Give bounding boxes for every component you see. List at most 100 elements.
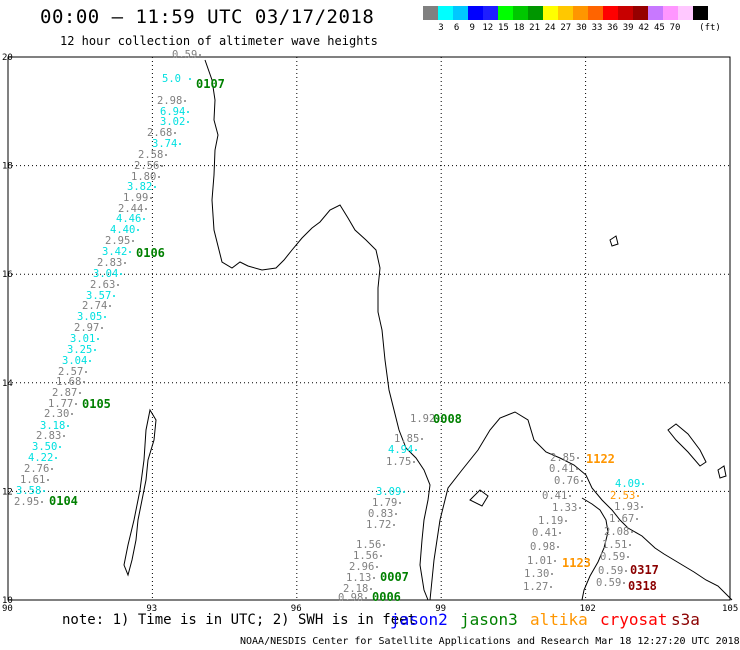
- wave-height-value: 2.83: [97, 257, 123, 269]
- wave-height-value: 2.08: [604, 526, 630, 538]
- wave-height-value: 2.96: [349, 561, 375, 573]
- pass-time-label: 0008: [433, 412, 462, 426]
- legend-swatch: [603, 6, 618, 20]
- legend-swatch: [528, 6, 543, 20]
- legend-label: 30: [575, 23, 587, 33]
- wave-height-value: 1.30: [524, 568, 550, 580]
- track-point: [187, 111, 189, 113]
- track-point: [132, 240, 134, 242]
- wave-height-value: 1.01: [527, 555, 553, 567]
- track-point: [421, 438, 423, 440]
- wave-height-value: 2.74: [82, 300, 108, 312]
- track-point: [55, 457, 57, 459]
- legend-swatch: [483, 6, 498, 20]
- latitude-tick-label: 14: [2, 379, 13, 389]
- wave-height-value: 4.22: [28, 452, 54, 464]
- pass-time-label: 0107: [196, 77, 225, 91]
- latitude-tick-label: 10: [2, 596, 13, 606]
- wave-height-value: 6.94: [160, 106, 186, 118]
- wave-height-value: 1.75: [386, 456, 412, 468]
- legend-swatch: [423, 6, 438, 20]
- track-point: [393, 524, 395, 526]
- wave-height-value: 0.59: [596, 577, 622, 589]
- legend-label: 36: [607, 23, 619, 33]
- track-point: [399, 502, 401, 504]
- latitude-tick-label: 18: [2, 162, 13, 172]
- track-point: [415, 449, 417, 451]
- track-point: [154, 186, 156, 188]
- track-point: [67, 425, 69, 427]
- track-point: [627, 556, 629, 558]
- legend-swatch: [633, 6, 648, 20]
- track-point: [370, 588, 372, 590]
- track-point: [158, 176, 160, 178]
- pass-time-label: 0104: [49, 494, 78, 508]
- wave-height-value: 0.41: [549, 463, 575, 475]
- wave-height-value: 4.46: [116, 213, 142, 225]
- wave-height-value: 0.41: [542, 490, 568, 502]
- legend-label: 70: [669, 23, 681, 33]
- wave-height-value: 2.56: [134, 160, 160, 172]
- legend-swatch: [543, 6, 558, 20]
- track-point: [113, 295, 115, 297]
- track-point: [71, 413, 73, 415]
- track-point: [145, 208, 147, 210]
- track-point: [554, 560, 556, 562]
- wave-height-value: 0.59: [598, 565, 624, 577]
- legend-label: 12: [482, 23, 494, 33]
- wave-height-value: 1.51: [602, 539, 628, 551]
- track-point: [161, 165, 163, 167]
- track-point: [41, 501, 43, 503]
- wave-height-value: 1.85: [394, 433, 420, 445]
- wave-height-value: 3.01: [70, 333, 96, 345]
- track-point: [43, 490, 45, 492]
- track-point: [187, 121, 189, 123]
- track-point: [383, 544, 385, 546]
- wave-height-value: 2.53: [610, 490, 636, 502]
- legend-swatch: [498, 6, 513, 20]
- pass-time-label: 0318: [628, 579, 657, 593]
- wave-height-value: 3.58: [16, 485, 42, 497]
- track-point: [365, 597, 367, 599]
- wave-height-value: 3.57: [86, 290, 112, 302]
- track-point: [569, 495, 571, 497]
- legend-swatch: [693, 6, 708, 20]
- pass-time-label: 0317: [630, 563, 659, 577]
- track-point: [174, 132, 176, 134]
- legend-label: 18: [513, 23, 525, 33]
- wave-height-value: 3.04: [93, 268, 119, 280]
- legend-swatch: [468, 6, 483, 20]
- legend-label: 3: [438, 23, 444, 33]
- track-point: [576, 468, 578, 470]
- track-point: [380, 555, 382, 557]
- wave-height-value: 1.56: [353, 550, 379, 562]
- wave-height-value: 3.42: [102, 246, 128, 258]
- track-point: [637, 495, 639, 497]
- track-point: [376, 566, 378, 568]
- wave-height-value: 0.98: [530, 541, 556, 553]
- wave-height-value: 0.98: [338, 592, 364, 604]
- legend-label: 45: [653, 23, 665, 33]
- latitude-tick-label: 12: [2, 487, 13, 497]
- track-point: [631, 531, 633, 533]
- wave-height-value: 1.61: [20, 474, 46, 486]
- wave-height-value: 0.41: [532, 527, 558, 539]
- track-point: [636, 518, 638, 520]
- track-point: [550, 586, 552, 588]
- track-point: [623, 582, 625, 584]
- wave-height-value: 0.83: [368, 508, 394, 520]
- wave-height-value: 2.85: [550, 452, 576, 464]
- longitude-tick-label: 99: [435, 604, 446, 614]
- track-point: [395, 513, 397, 515]
- track-point: [625, 570, 627, 572]
- wave-height-value: 3.25: [67, 344, 93, 356]
- legend-label: 24: [544, 23, 556, 33]
- legend-swatch: [558, 6, 573, 20]
- legend-swatch: [618, 6, 633, 20]
- track-point: [184, 100, 186, 102]
- wave-height-value: 2.76: [24, 463, 50, 475]
- track-point: [129, 251, 131, 253]
- track-point: [104, 316, 106, 318]
- pass-time-label: 0105: [82, 397, 111, 411]
